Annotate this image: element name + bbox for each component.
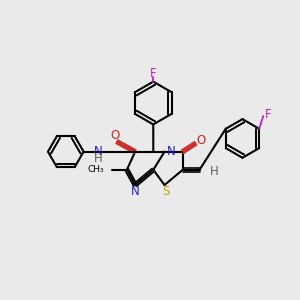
Text: S: S	[162, 185, 170, 198]
Text: CH₃: CH₃	[87, 165, 104, 174]
Text: F: F	[150, 67, 157, 80]
Text: H: H	[94, 152, 103, 165]
Text: O: O	[111, 129, 120, 142]
Text: N: N	[94, 145, 103, 158]
Text: N: N	[131, 185, 140, 198]
Text: N: N	[167, 145, 176, 158]
Text: F: F	[265, 108, 272, 121]
Text: O: O	[196, 134, 206, 147]
Text: H: H	[210, 165, 218, 178]
